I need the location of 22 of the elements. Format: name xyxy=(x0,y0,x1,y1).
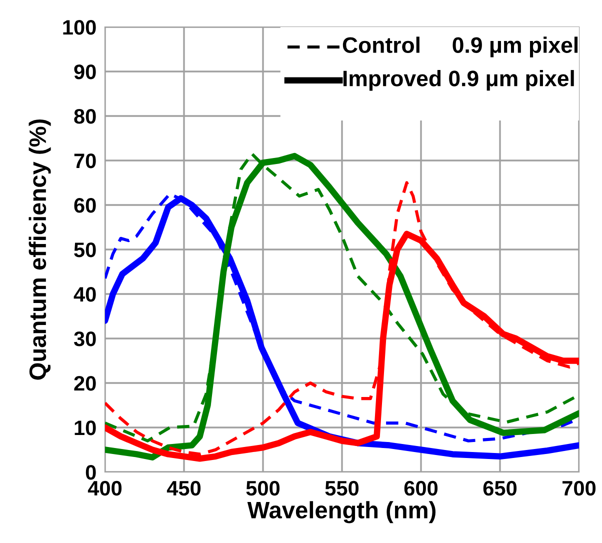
x-tick-label: 500 xyxy=(246,480,280,496)
y-tick-label: 80 xyxy=(74,109,96,124)
y-axis-title: Quantum efficiency (%) xyxy=(28,119,51,380)
y-tick-label: 90 xyxy=(74,64,96,80)
annotation: Improved 0.9 μm pixel xyxy=(343,70,574,91)
x-tick-label: 700 xyxy=(562,480,596,496)
y-tick-label: 50 xyxy=(74,242,96,258)
x-tick-label: 450 xyxy=(166,480,201,496)
y-tick-label: 40 xyxy=(74,287,96,302)
y-tick-label: 30 xyxy=(74,332,96,346)
y-tick-label: 10 xyxy=(74,420,96,436)
x-tick-label: 600 xyxy=(404,480,438,496)
y-tick-label: 0 xyxy=(86,465,96,480)
annotation: Control 0.9 μm pixel xyxy=(342,36,578,58)
y-tick-label: 20 xyxy=(74,376,96,391)
y-tick-label: 100 xyxy=(63,20,96,35)
y-tick-label: 70 xyxy=(74,154,96,168)
y-tick-label: 60 xyxy=(74,198,96,213)
x-axis-title: Wavelength (nm) xyxy=(247,501,436,524)
x-tick-label: 400 xyxy=(88,480,122,496)
x-tick-label: 650 xyxy=(483,480,517,496)
x-tick-label: 550 xyxy=(325,480,359,496)
